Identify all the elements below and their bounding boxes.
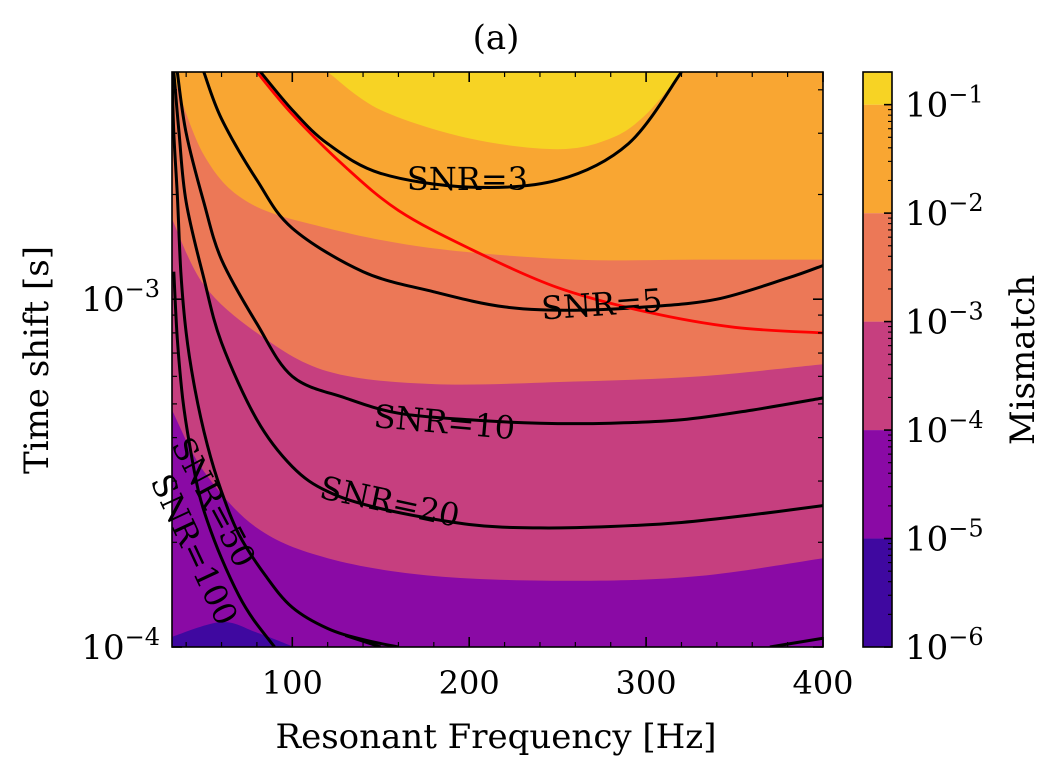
x-tick-label: 100: [262, 664, 323, 702]
x-tick-label: 400: [792, 664, 853, 702]
colorbar-segment: [863, 72, 892, 105]
colorbar-segment: [863, 538, 892, 647]
colorbar-tick-label: 10−4: [905, 406, 984, 451]
y-axis-ticks: 10−4 10−3: [81, 89, 823, 668]
colorbar-segment: [863, 104, 892, 214]
red-curve-line: [255, 72, 823, 335]
snr-label-snr-5: SNR=5: [540, 281, 664, 327]
y-axis-label: Time shift [s]: [17, 246, 57, 474]
chart-title: (a): [473, 18, 520, 58]
snr-contour-line-snr-100: [172, 271, 276, 647]
colorbar-segment: [863, 321, 892, 431]
colorbar: 10−6 10−5 10−4 10−3 10−2 10−1 Mismatch: [862, 71, 1043, 668]
y-tick-label: 10−3: [81, 275, 160, 320]
snr-contour-line-snr-3: [259, 72, 683, 189]
colorbar-tick-label: 10−3: [905, 298, 984, 343]
colorbar-ticks: 10−6 10−5 10−4 10−3 10−2 10−1: [884, 71, 984, 668]
x-tick-label: 200: [439, 664, 500, 702]
colorbar-tick-label: 10−2: [905, 189, 984, 234]
colorbar-segment: [863, 213, 892, 322]
colorbar-tick-label: 10−6: [905, 623, 984, 668]
colorbar-tick-label: 10−5: [905, 515, 984, 560]
x-axis-label: Resonant Frequency [Hz]: [276, 717, 717, 757]
colorbar-label: Mismatch: [1003, 275, 1043, 445]
band-0.01: [172, 72, 823, 261]
snr-contour-lines: [172, 72, 823, 647]
mismatch-filled-contours: [172, 72, 823, 647]
snr-label-snr-3: SNR=3: [407, 160, 528, 198]
colorbar-segments: [863, 72, 892, 647]
snr-contour-line-snr-50: [172, 72, 399, 647]
colorbar-segment: [863, 430, 892, 539]
snr-contour-line-snr-20: [172, 72, 823, 530]
snr-contour-line-snr-10: [175, 72, 823, 426]
colorbar-tick-label: 10−1: [905, 81, 984, 126]
red-curve: [255, 72, 823, 335]
band-0.1: [327, 72, 682, 150]
snr-contour-line-snr-5: [202, 72, 823, 312]
x-axis-ticks: 100 200 300 400: [185, 72, 854, 702]
colorbar-frame: [862, 71, 893, 648]
y-tick-label: 10−4: [81, 623, 160, 668]
plot-frame: [171, 71, 824, 648]
x-tick-label: 300: [616, 664, 677, 702]
